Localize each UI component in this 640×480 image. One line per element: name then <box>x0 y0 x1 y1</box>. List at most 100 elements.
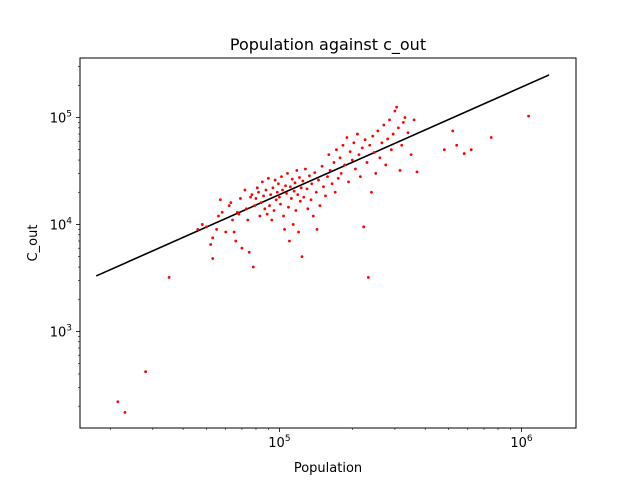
data-point <box>282 214 285 218</box>
data-point <box>249 195 252 199</box>
x-tick-label: 105 <box>268 434 290 451</box>
data-point <box>290 177 294 181</box>
data-point <box>305 187 309 191</box>
data-point <box>294 209 298 212</box>
data-point <box>215 227 218 231</box>
fit-line <box>95 74 550 277</box>
data-point <box>314 190 318 194</box>
x-tick-label: 106 <box>510 434 533 451</box>
data-point <box>380 141 384 145</box>
data-point <box>270 218 274 222</box>
data-point <box>358 175 362 179</box>
data-point <box>386 137 390 141</box>
data-point <box>279 202 282 206</box>
data-point <box>302 195 306 199</box>
data-point <box>298 199 302 203</box>
y-tick-label: 104 <box>50 216 73 233</box>
data-point <box>297 230 300 234</box>
fit-line-layer <box>95 74 550 277</box>
data-point <box>388 118 391 122</box>
data-point <box>227 204 231 208</box>
data-point <box>218 198 222 202</box>
data-point <box>247 250 251 254</box>
data-point <box>335 148 338 152</box>
data-point <box>295 169 299 172</box>
data-point <box>309 198 313 202</box>
data-point <box>292 189 296 193</box>
data-point <box>232 230 236 234</box>
data-point <box>320 164 324 168</box>
data-point <box>253 204 257 208</box>
data-point <box>330 182 334 186</box>
data-point <box>332 161 336 164</box>
data-point <box>229 201 233 205</box>
data-point <box>360 146 364 150</box>
data-point <box>237 212 241 216</box>
y-tick-label: 103 <box>50 323 72 340</box>
data-point <box>315 227 319 231</box>
data-point <box>382 123 386 127</box>
data-point <box>303 167 307 171</box>
data-point <box>272 209 276 212</box>
data-point <box>326 175 329 179</box>
data-point <box>374 172 378 175</box>
data-point <box>489 136 493 139</box>
data-point <box>283 227 286 231</box>
data-point <box>356 132 359 136</box>
data-point <box>288 185 292 189</box>
data-point <box>328 169 332 172</box>
data-point <box>287 205 290 209</box>
data-point <box>345 136 349 139</box>
data-point <box>200 223 204 226</box>
data-point <box>286 172 289 175</box>
data-point <box>350 158 354 162</box>
data-point <box>451 129 455 133</box>
data-point <box>365 161 369 164</box>
points-layer <box>116 105 530 414</box>
data-point <box>262 194 265 198</box>
data-point <box>313 171 317 175</box>
data-point <box>144 370 148 374</box>
data-point <box>389 148 393 152</box>
data-point <box>395 105 399 109</box>
data-point <box>393 109 397 113</box>
y-axis-ticks: 103 104 105 <box>50 66 80 407</box>
data-point <box>300 255 304 259</box>
data-point <box>264 188 268 192</box>
data-point <box>301 179 305 183</box>
data-point <box>362 225 366 229</box>
data-point <box>527 114 530 118</box>
data-point <box>401 120 405 124</box>
data-point <box>211 257 215 260</box>
data-point <box>259 201 263 205</box>
data-point <box>257 190 260 194</box>
data-point <box>276 182 280 186</box>
data-point <box>258 214 262 218</box>
data-point <box>357 153 361 156</box>
data-point <box>368 143 372 147</box>
data-point <box>307 174 311 178</box>
data-point <box>246 218 250 222</box>
data-point <box>366 275 370 279</box>
data-point <box>250 193 254 197</box>
data-point <box>306 207 310 211</box>
data-point <box>274 198 278 202</box>
data-point <box>273 178 277 182</box>
data-point <box>336 176 340 180</box>
data-point <box>244 207 248 211</box>
data-point <box>347 180 350 184</box>
data-point <box>268 204 271 208</box>
data-point <box>372 151 376 154</box>
data-point <box>398 169 402 172</box>
data-point <box>409 153 413 156</box>
data-point <box>266 176 270 180</box>
data-point <box>400 143 404 147</box>
data-point <box>363 138 367 142</box>
data-point <box>280 175 283 179</box>
data-point <box>263 207 267 211</box>
data-point <box>209 243 213 246</box>
data-point <box>352 141 356 145</box>
data-point <box>415 170 419 174</box>
data-point <box>271 186 275 190</box>
